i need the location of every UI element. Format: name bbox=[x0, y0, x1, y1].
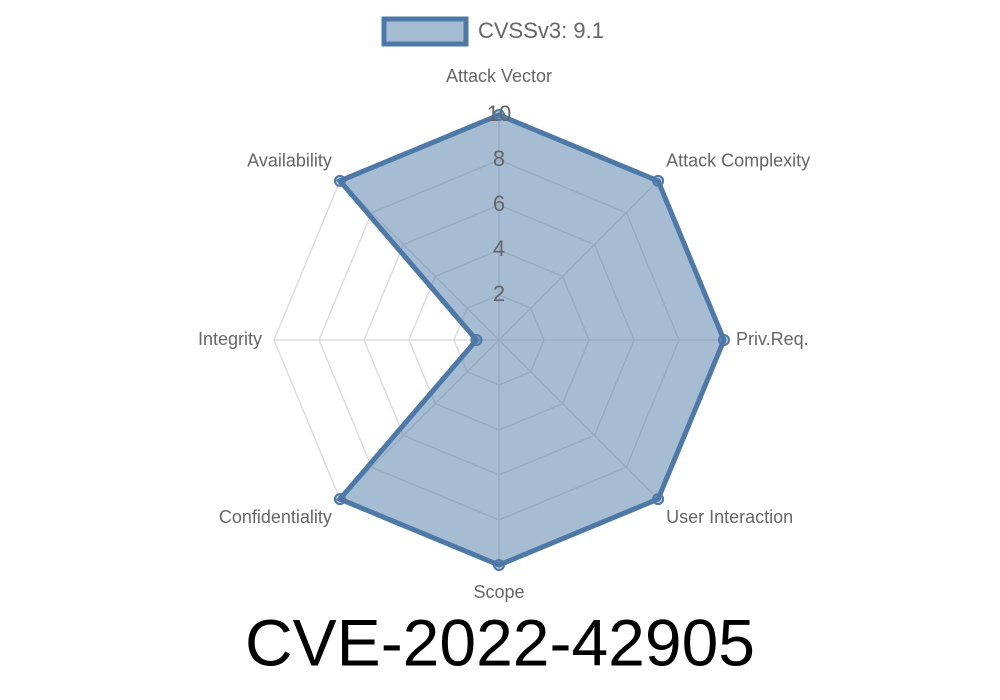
category-label: Priv.Req. bbox=[736, 329, 809, 349]
category-label: User Interaction bbox=[666, 507, 793, 527]
chart-title: CVE-2022-42905 bbox=[245, 605, 755, 679]
data-point bbox=[718, 334, 730, 346]
data-point bbox=[652, 174, 665, 187]
series-area bbox=[335, 112, 727, 568]
data-point bbox=[333, 493, 346, 506]
data-point bbox=[470, 334, 483, 346]
legend-swatch bbox=[381, 16, 469, 47]
legend: CVSSv3: 9.1 bbox=[381, 16, 604, 47]
data-point bbox=[333, 174, 346, 187]
data-point bbox=[652, 493, 665, 506]
category-label: Confidentiality bbox=[219, 507, 332, 527]
category-label: Availability bbox=[247, 151, 332, 171]
r-tick-label: 8 bbox=[493, 146, 505, 171]
category-label: Scope bbox=[473, 582, 524, 602]
r-tick-label: 2 bbox=[493, 281, 505, 306]
legend-label: CVSSv3: 9.1 bbox=[478, 18, 604, 43]
r-tick-label: 6 bbox=[493, 191, 505, 216]
category-label: Attack Complexity bbox=[666, 151, 810, 171]
data-point bbox=[493, 559, 505, 571]
data-point bbox=[493, 109, 505, 121]
category-label: Integrity bbox=[198, 329, 262, 349]
r-tick-label: 10 bbox=[487, 101, 511, 126]
r-tick-label: 4 bbox=[493, 236, 505, 261]
category-label: Attack Vector bbox=[446, 66, 552, 86]
